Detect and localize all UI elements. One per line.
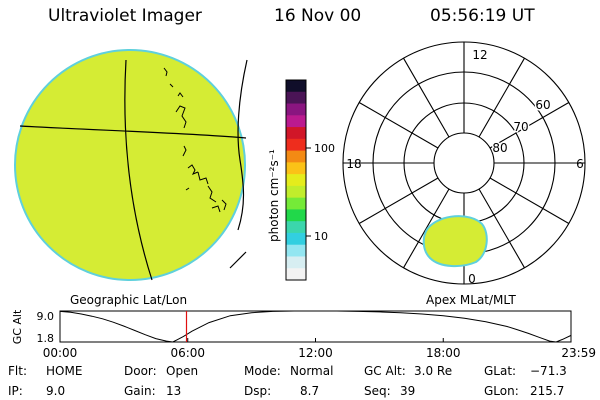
- colorbar-cell: [286, 91, 306, 105]
- gcalt-value: 3.0 Re: [414, 364, 452, 378]
- colorbar-cell: [286, 80, 306, 93]
- x-axis-ticks: 00:00 06:00 12:00 18:00 23:59: [43, 338, 596, 360]
- mlat-label-70: 70: [513, 120, 528, 134]
- color-scale: 100 10 photon cm⁻²s⁻¹: [267, 79, 335, 281]
- colorbar-cell: [286, 138, 306, 152]
- coastline: [163, 67, 227, 213]
- plot-frame: [59, 310, 572, 343]
- uv-image-patch: [422, 215, 488, 268]
- flt-label: Flt:: [8, 364, 27, 378]
- x-tick-label: 18:00: [426, 346, 461, 360]
- polar-spoke: [478, 57, 525, 138]
- colorbar-cell: [286, 185, 306, 199]
- x-tick-label: 12:00: [298, 346, 333, 360]
- date-text: 16 Nov 00: [274, 6, 362, 26]
- colorbar-tick-10: 10: [314, 230, 328, 243]
- mlt-label-18: 18: [346, 157, 361, 171]
- colorbar-cell: [286, 150, 306, 163]
- colorbar-tick-100: 100: [314, 142, 335, 155]
- apex-label: Apex MLat/MLT: [426, 293, 516, 307]
- ip-value: 9.0: [46, 384, 65, 398]
- ip-label: IP:: [8, 384, 23, 398]
- colorbar-cell: [286, 197, 306, 211]
- mlt-label-0: 0: [468, 272, 476, 286]
- colorbar-cell: [286, 256, 306, 269]
- colorbar-cell: [286, 221, 306, 234]
- x-tick-label: 23:59: [561, 346, 596, 360]
- time-text: 05:56:19 UT: [430, 6, 535, 26]
- geo-grid-lines: [19, 59, 248, 281]
- polar-spoke: [358, 177, 439, 224]
- gain-value: 13: [166, 384, 181, 398]
- door-value: Open: [166, 364, 198, 378]
- uv-image-disc: [14, 49, 246, 281]
- seq-value: 39: [400, 384, 415, 398]
- polar-ring-80: [433, 132, 495, 194]
- meridian-line: [124, 59, 153, 281]
- x-tick-label: 00:00: [43, 346, 78, 360]
- glat-label: GLat:: [484, 364, 516, 378]
- y-axis-label: GC Alt: [11, 309, 24, 344]
- dsp-value: 8.7: [300, 384, 319, 398]
- flt-value: HOME: [46, 364, 82, 378]
- mlt-label-12: 12: [472, 48, 487, 62]
- glon-value: 215.7: [530, 384, 564, 398]
- polar-spoke: [489, 102, 570, 149]
- colorbar-unit-label: photon cm⁻²s⁻¹: [267, 149, 281, 242]
- geographic-label: Geographic Lat/Lon: [70, 293, 187, 307]
- mlat-label-80: 80: [492, 141, 507, 155]
- gain-label: Gain:: [124, 384, 156, 398]
- colorbar-cell: [286, 162, 306, 175]
- polar-spoke: [403, 188, 450, 269]
- polar-spoke: [403, 57, 450, 138]
- colorbar-cell: [286, 103, 306, 116]
- colorbar-cell: [286, 209, 306, 222]
- mode-value: Normal: [290, 364, 333, 378]
- colorbar-cell: [286, 127, 306, 140]
- gcalt-label: GC Alt:: [364, 364, 406, 378]
- y-tick-label-top: 9.0: [37, 310, 55, 323]
- door-label: Door:: [124, 364, 157, 378]
- glon-label: GLon:: [484, 384, 519, 398]
- geographic-panel: Geographic Lat/Lon: [14, 49, 248, 307]
- meridian-line-east: [237, 59, 248, 231]
- meridian-fragment: [229, 251, 247, 269]
- seq-label: Seq:: [364, 384, 391, 398]
- colorbar-cell: [286, 115, 306, 128]
- colorbar-cell: [286, 268, 306, 281]
- colorbar-cell: [286, 232, 306, 246]
- mlat-label-60: 60: [535, 98, 550, 112]
- polar-spoke: [478, 188, 525, 269]
- colorbar-cell: [286, 244, 306, 258]
- latitude-line: [19, 125, 247, 139]
- mlt-label-6: 6: [576, 157, 584, 171]
- x-tick-label: 06:00: [170, 346, 205, 360]
- altitude-chart: GC Alt 9.0 1.8 00:00 06:00 12:00 18:00 23:59: [11, 309, 596, 360]
- apex-panel: 12 18 6 0 60 70 80 Apex MLat/MLT: [342, 41, 586, 307]
- altitude-line: [59, 310, 572, 343]
- glat-value: −71.3: [530, 364, 567, 378]
- polar-spokes: [343, 42, 585, 284]
- instrument-title: Ultraviolet Imager: [48, 6, 202, 26]
- status-panel: Flt: HOME IP: 9.0 Door: Open Gain: 13 Mo…: [8, 364, 567, 398]
- colorbar-cell: [286, 174, 306, 187]
- polar-spoke: [489, 177, 570, 224]
- dsp-label: Dsp:: [244, 384, 271, 398]
- polar-spoke: [358, 102, 439, 149]
- y-tick-label-bottom: 1.8: [37, 332, 55, 345]
- mode-label: Mode:: [244, 364, 281, 378]
